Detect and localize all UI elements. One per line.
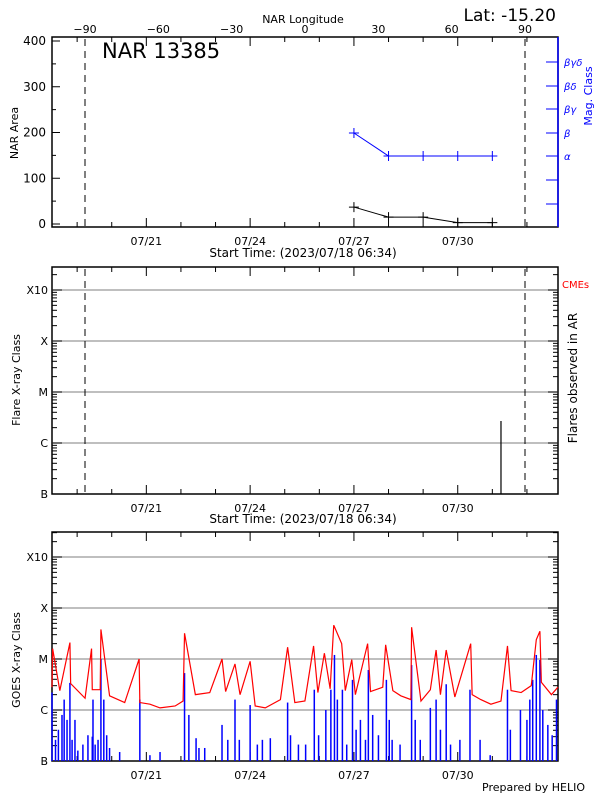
x-tick-label: 07/21 xyxy=(130,235,162,248)
y-tick-label: X10 xyxy=(26,284,48,297)
x-tick-label: 07/27 xyxy=(338,769,370,782)
longitude-tick-label: 0 xyxy=(302,23,309,36)
x-tick-label: 07/21 xyxy=(130,502,162,515)
panel1-frame xyxy=(51,36,559,228)
y-tick-label: 200 xyxy=(23,126,46,140)
flares-observed-axis-title: Flares observed in AR xyxy=(566,313,580,443)
x-tick-label: 07/27 xyxy=(338,502,370,515)
y-tick-label: X xyxy=(40,602,48,615)
y-tick-label: M xyxy=(39,653,49,666)
area-point xyxy=(418,212,429,223)
longitude-tick-label: −30 xyxy=(220,23,243,36)
mag-class-label: βγ xyxy=(563,105,577,116)
mag-class-label: βδ xyxy=(563,82,577,93)
area-point xyxy=(487,217,498,228)
latitude-label: Lat: -15.20 xyxy=(464,6,557,26)
mag-class-label: β xyxy=(563,129,571,140)
goes-class-axis-title: GOES X-ray Class xyxy=(10,612,23,708)
y-tick-label: X10 xyxy=(26,551,48,564)
mag-class-point xyxy=(487,151,498,161)
y-tick-label: 0 xyxy=(38,217,46,231)
y-tick-label: X xyxy=(40,335,48,348)
area-point xyxy=(348,202,359,213)
x-tick-label: 07/30 xyxy=(442,502,474,515)
x-tick-label: 07/24 xyxy=(234,769,266,782)
region-title: NAR 13385 xyxy=(102,39,220,63)
panel1-xlabel: Start Time: (2023/07/18 06:34) xyxy=(209,246,396,260)
mag-class-point xyxy=(452,151,463,161)
mag-class-point xyxy=(418,151,429,161)
nar-area-axis-title: NAR Area xyxy=(8,107,21,159)
x-tick-label: 07/21 xyxy=(130,769,162,782)
x-tick-label: 07/24 xyxy=(234,502,266,515)
mag-class-point xyxy=(348,128,359,138)
y-tick-label: 300 xyxy=(23,80,46,94)
nar-longitude-axis-title: NAR Longitude xyxy=(262,13,344,26)
goes-long-line xyxy=(51,624,559,709)
panel3-frame xyxy=(51,531,559,762)
area-point xyxy=(452,217,463,228)
x-tick-label: 07/30 xyxy=(442,235,474,248)
longitude-tick-label: 30 xyxy=(371,23,385,36)
y-tick-label: B xyxy=(40,755,48,768)
cme-label: CMEs xyxy=(562,280,589,291)
longitude-tick-label: 60 xyxy=(445,23,459,36)
longitude-tick-label: 90 xyxy=(518,23,532,36)
y-tick-label: M xyxy=(39,386,49,399)
y-tick-label: 100 xyxy=(23,171,46,185)
area-point xyxy=(383,212,394,223)
x-tick-label: 07/30 xyxy=(442,769,474,782)
y-tick-label: B xyxy=(40,488,48,501)
mag-class-axis-title: Mag. Class xyxy=(582,66,595,125)
mag-class-point xyxy=(383,151,394,161)
x-tick-label: 07/27 xyxy=(338,235,370,248)
x-tick-label: 07/24 xyxy=(234,235,266,248)
y-tick-label: C xyxy=(40,704,48,717)
prepared-by-label: Prepared by HELIO xyxy=(482,781,585,794)
longitude-tick-label: −90 xyxy=(73,23,96,36)
mag-class-label: α xyxy=(564,152,571,163)
longitude-tick-label: −60 xyxy=(147,23,170,36)
flare-class-axis-title: Flare X-ray Class xyxy=(10,334,23,426)
panel2-xlabel: Start Time: (2023/07/18 06:34) xyxy=(209,512,396,526)
mag-class-label: βγδ xyxy=(563,58,582,69)
y-tick-label: 400 xyxy=(23,34,46,48)
panel2-frame xyxy=(51,266,559,495)
y-tick-label: C xyxy=(40,437,48,450)
